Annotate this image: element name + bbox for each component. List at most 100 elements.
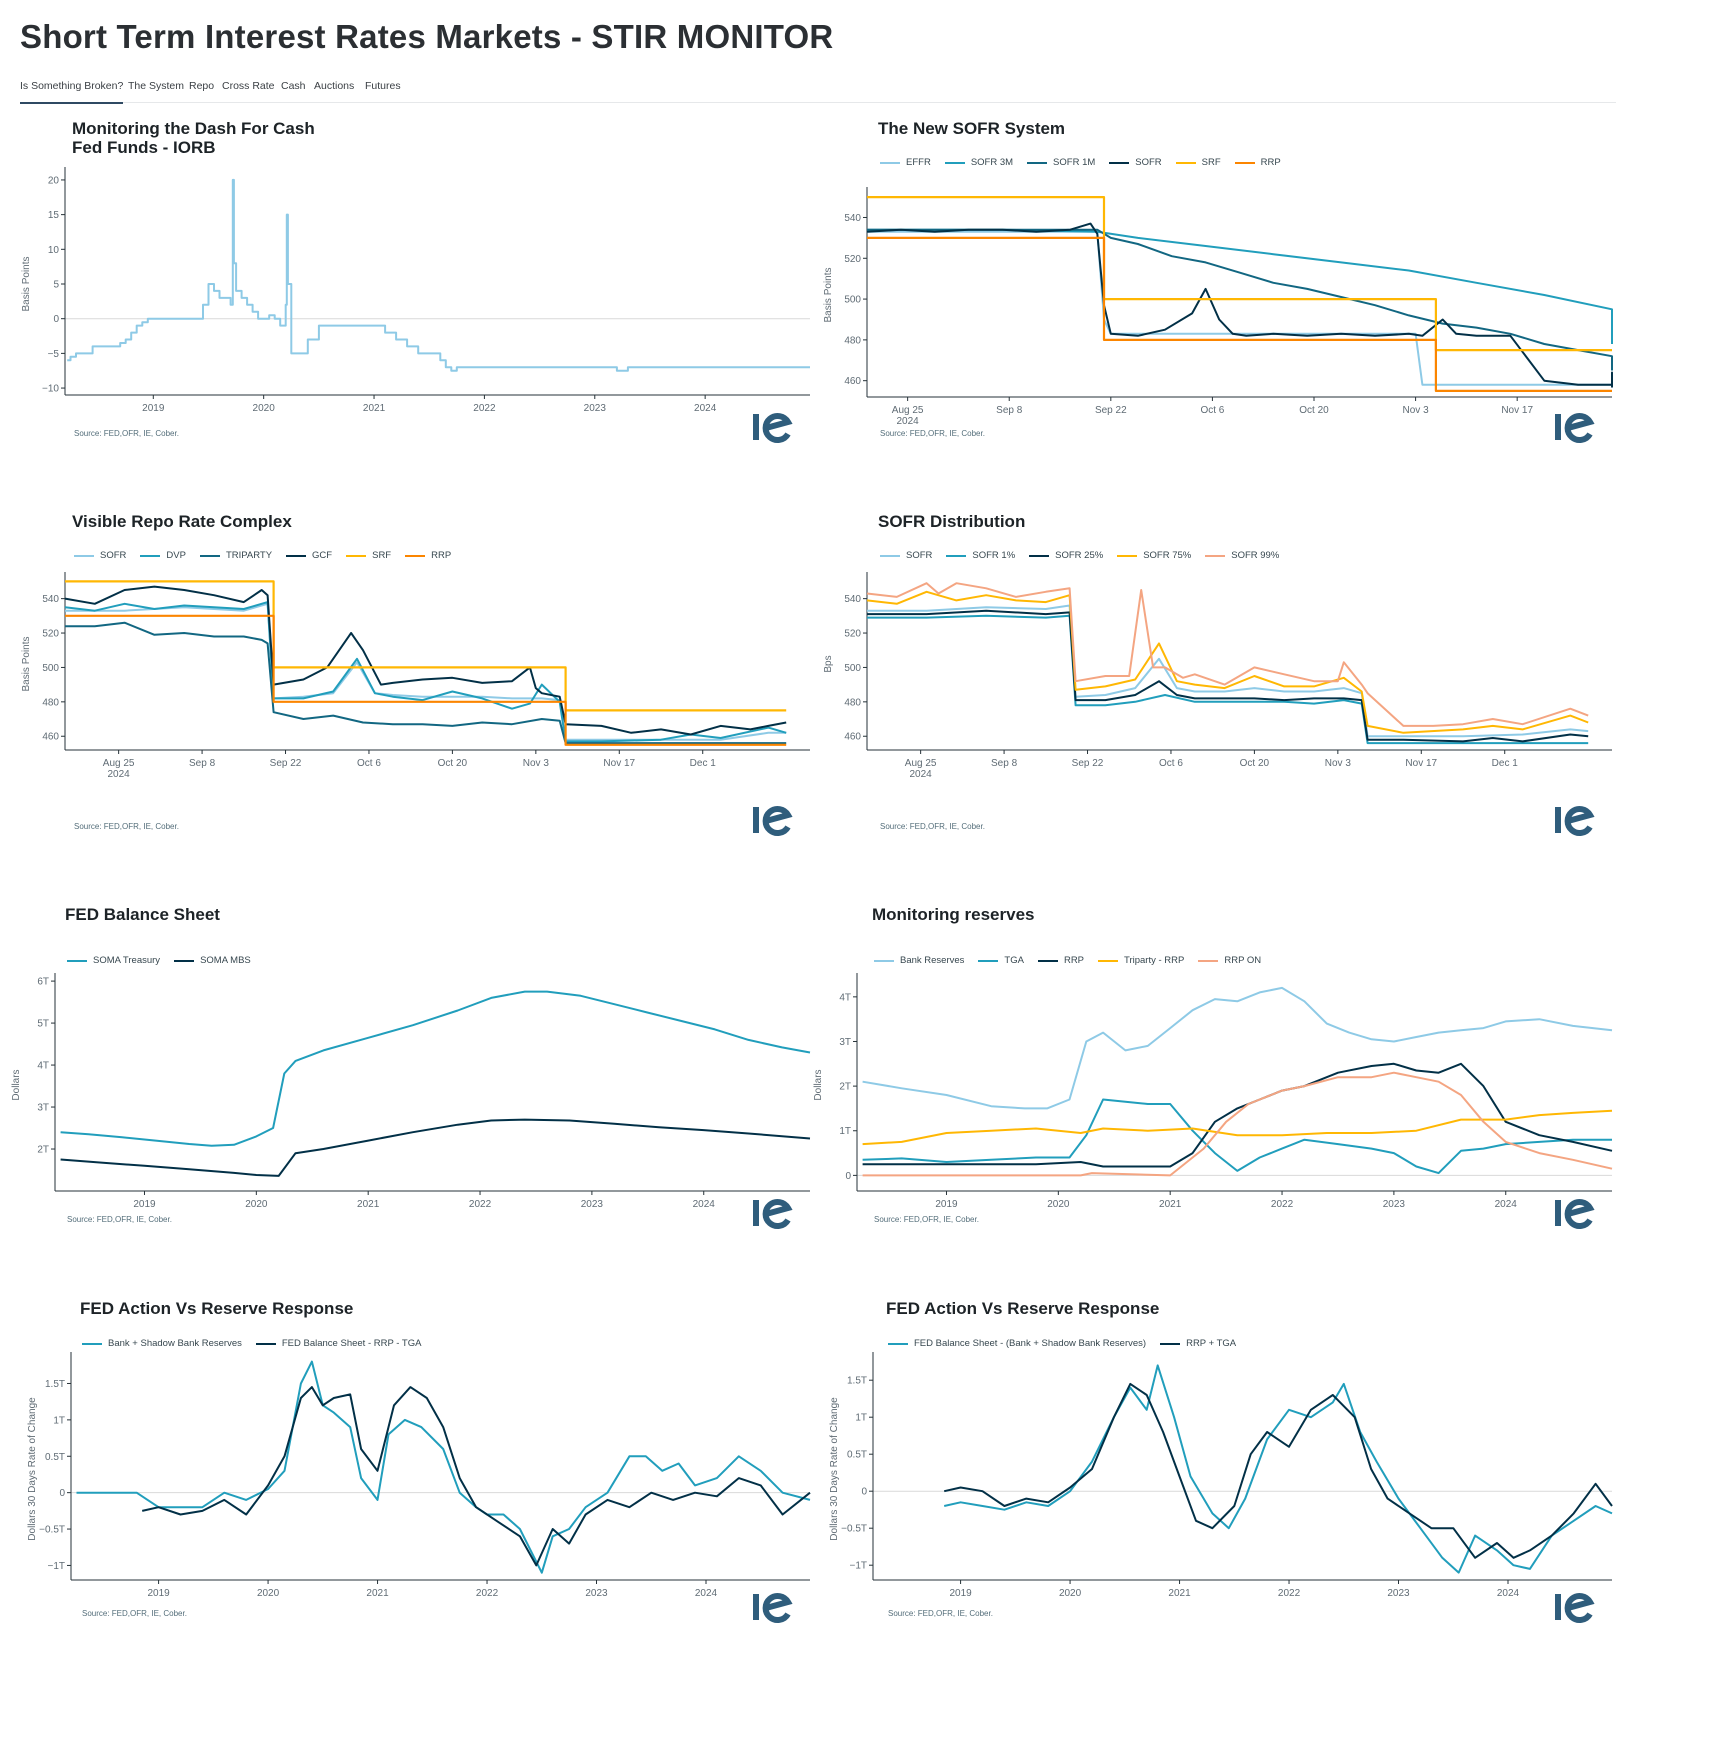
x-tick-label: 2020: [1059, 1588, 1082, 1599]
tab-cash[interactable]: Cash: [281, 80, 306, 92]
series-line[interactable]: [867, 230, 1612, 386]
ie-logo: [750, 803, 794, 837]
series-line[interactable]: [64, 585, 787, 736]
series-line[interactable]: [65, 621, 787, 745]
series-line[interactable]: [862, 1071, 1613, 1177]
legend-swatch: [199, 554, 220, 557]
legend-item[interactable]: TGA: [978, 955, 1024, 966]
y-tick-label: 1T: [855, 1413, 867, 1424]
page-title: Short Term Interest Rates Markets - STIR…: [20, 18, 834, 55]
legend-item[interactable]: SOFR 3M: [944, 157, 1013, 168]
legend-item[interactable]: SOFR: [1109, 157, 1162, 168]
series-line[interactable]: [867, 228, 1613, 344]
x-tick-label: 2023: [581, 1199, 604, 1210]
legend-swatch: [978, 959, 999, 962]
tab-auctions[interactable]: Auctions: [314, 80, 355, 92]
legend-item[interactable]: SOFR: [74, 550, 126, 561]
tab-cross-rate[interactable]: Cross Rate: [222, 80, 275, 92]
legend-item[interactable]: RRP + TGA: [1160, 1338, 1236, 1349]
chart-source: Source: FED,OFR, IE, Cober.: [888, 1609, 993, 1618]
legend-label: Triparty - RRP: [1124, 955, 1185, 966]
y-tick-label: 540: [42, 594, 59, 605]
legend-item[interactable]: Triparty - RRP: [1098, 955, 1184, 966]
legend-item[interactable]: RRP: [1234, 157, 1281, 168]
tab-the-system[interactable]: The System: [128, 80, 185, 92]
series-line[interactable]: [67, 178, 810, 372]
series-line[interactable]: [866, 222, 1613, 388]
legend-item[interactable]: SOFR 1%: [946, 550, 1015, 561]
legend-item[interactable]: DVP: [140, 550, 186, 561]
x-tick-label: 2020: [253, 403, 276, 414]
legend-item[interactable]: Bank + Shadow Bank Reserves: [82, 1338, 242, 1349]
chart-panel-new-sofr-system: The New SOFR System EFFR SOFR 3M SOFR 1M SOF…: [812, 119, 1613, 515]
tab-futures[interactable]: Futures: [365, 80, 401, 92]
legend-item[interactable]: EFFR: [880, 157, 931, 168]
legend-item[interactable]: RRP: [1037, 955, 1084, 966]
legend-item[interactable]: RRP: [405, 550, 451, 561]
legend-item[interactable]: SOMA Treasury: [67, 955, 160, 966]
series-line[interactable]: [943, 1364, 1613, 1574]
series-line[interactable]: [65, 614, 787, 746]
y-tick-label: 0.5T: [45, 1452, 65, 1463]
x-tick-label: Oct 6: [1159, 758, 1183, 769]
chart-source: Source: FED,OFR, IE, Cober.: [874, 1215, 979, 1224]
series-line[interactable]: [65, 580, 787, 712]
series-line[interactable]: [65, 602, 787, 741]
legend-swatch: [74, 554, 94, 557]
series-line[interactable]: [866, 582, 1589, 727]
series-line[interactable]: [60, 1118, 811, 1177]
legend-item[interactable]: RRP ON: [1198, 955, 1261, 966]
legend-item[interactable]: SOFR 75%: [1117, 550, 1191, 561]
series-line[interactable]: [866, 590, 1589, 734]
series-line[interactable]: [862, 1109, 1613, 1146]
series-line[interactable]: [943, 1382, 1613, 1559]
chart-panel-fed-balance-sheet: FED Balance Sheet SOMA Treasury SOMA MBS 2T…: [10, 905, 811, 1301]
series-line[interactable]: [867, 236, 1612, 392]
legend-item[interactable]: TRIPARTY: [199, 550, 272, 561]
series-line[interactable]: [867, 604, 1589, 738]
y-tick-label: 520: [844, 629, 861, 640]
x-tick-label: Oct 6: [1200, 405, 1224, 416]
series-line[interactable]: [867, 614, 1589, 745]
tab-is-something-broken[interactable]: Is Something Broken?: [20, 80, 124, 104]
legend-item[interactable]: SOFR 25%: [1029, 550, 1103, 561]
legend-item[interactable]: SRF: [346, 550, 391, 561]
series-line[interactable]: [141, 1386, 811, 1567]
series-line[interactable]: [76, 1360, 811, 1574]
legend-item[interactable]: Bank Reserves: [874, 955, 964, 966]
series-line[interactable]: [862, 1062, 1613, 1168]
chart-panel-sofr-distribution: SOFR Distribution SOFR SOFR 1% SOFR 25% SOFR…: [812, 512, 1612, 908]
chart-panel-dash-for-cash: Monitoring the Dash For Cash Fed Funds -…: [10, 119, 810, 515]
chart-title: FED Action Vs Reserve Response: [886, 1299, 1160, 1318]
x-tick-label: 2024: [1495, 1199, 1518, 1210]
series-line[interactable]: [60, 990, 811, 1147]
legend-item[interactable]: SRF: [1175, 157, 1221, 168]
legend-item[interactable]: SOFR 1M: [1027, 157, 1095, 168]
legend-item[interactable]: FED Balance Sheet - (Bank + Shadow Bank …: [888, 1338, 1146, 1349]
legend-label: SRF: [1201, 157, 1221, 168]
x-tick-label: Sep 22: [1072, 758, 1104, 769]
chart-panel-visible-repo-rate-complex: Visible Repo Rate Complex SOFR DVP TRIPARTY…: [10, 512, 810, 908]
y-tick-label: 1.5T: [45, 1379, 65, 1390]
series-line[interactable]: [867, 228, 1613, 371]
series-line[interactable]: [862, 986, 1613, 1110]
series-line[interactable]: [867, 609, 1589, 743]
chart-legend: SOMA Treasury SOMA MBS: [67, 955, 265, 966]
legend-label: TGA: [1004, 955, 1024, 966]
legend-label: SOFR 1M: [1053, 157, 1096, 168]
y-tick-label: 0: [53, 314, 59, 325]
series-line[interactable]: [862, 1098, 1612, 1175]
legend-item[interactable]: GCF: [286, 550, 332, 561]
y-tick-label: 0: [59, 1488, 65, 1499]
series-line[interactable]: [64, 601, 787, 743]
legend-item[interactable]: SOFR 99%: [1205, 550, 1279, 561]
y-axis-label: Dollars 30 Days Rate of Change: [27, 1397, 38, 1541]
legend-item[interactable]: FED Balance Sheet - RRP - TGA: [255, 1338, 421, 1349]
chart-source: Source: FED,OFR, IE, Cober.: [880, 429, 985, 438]
legend-item[interactable]: SOMA MBS: [174, 955, 251, 966]
tab-repo[interactable]: Repo: [189, 80, 215, 92]
legend-label: SOFR 75%: [1143, 550, 1192, 561]
x-tick-label: 2020: [1047, 1199, 1070, 1210]
legend-swatch: [1205, 554, 1226, 557]
legend-item[interactable]: SOFR: [880, 550, 932, 561]
